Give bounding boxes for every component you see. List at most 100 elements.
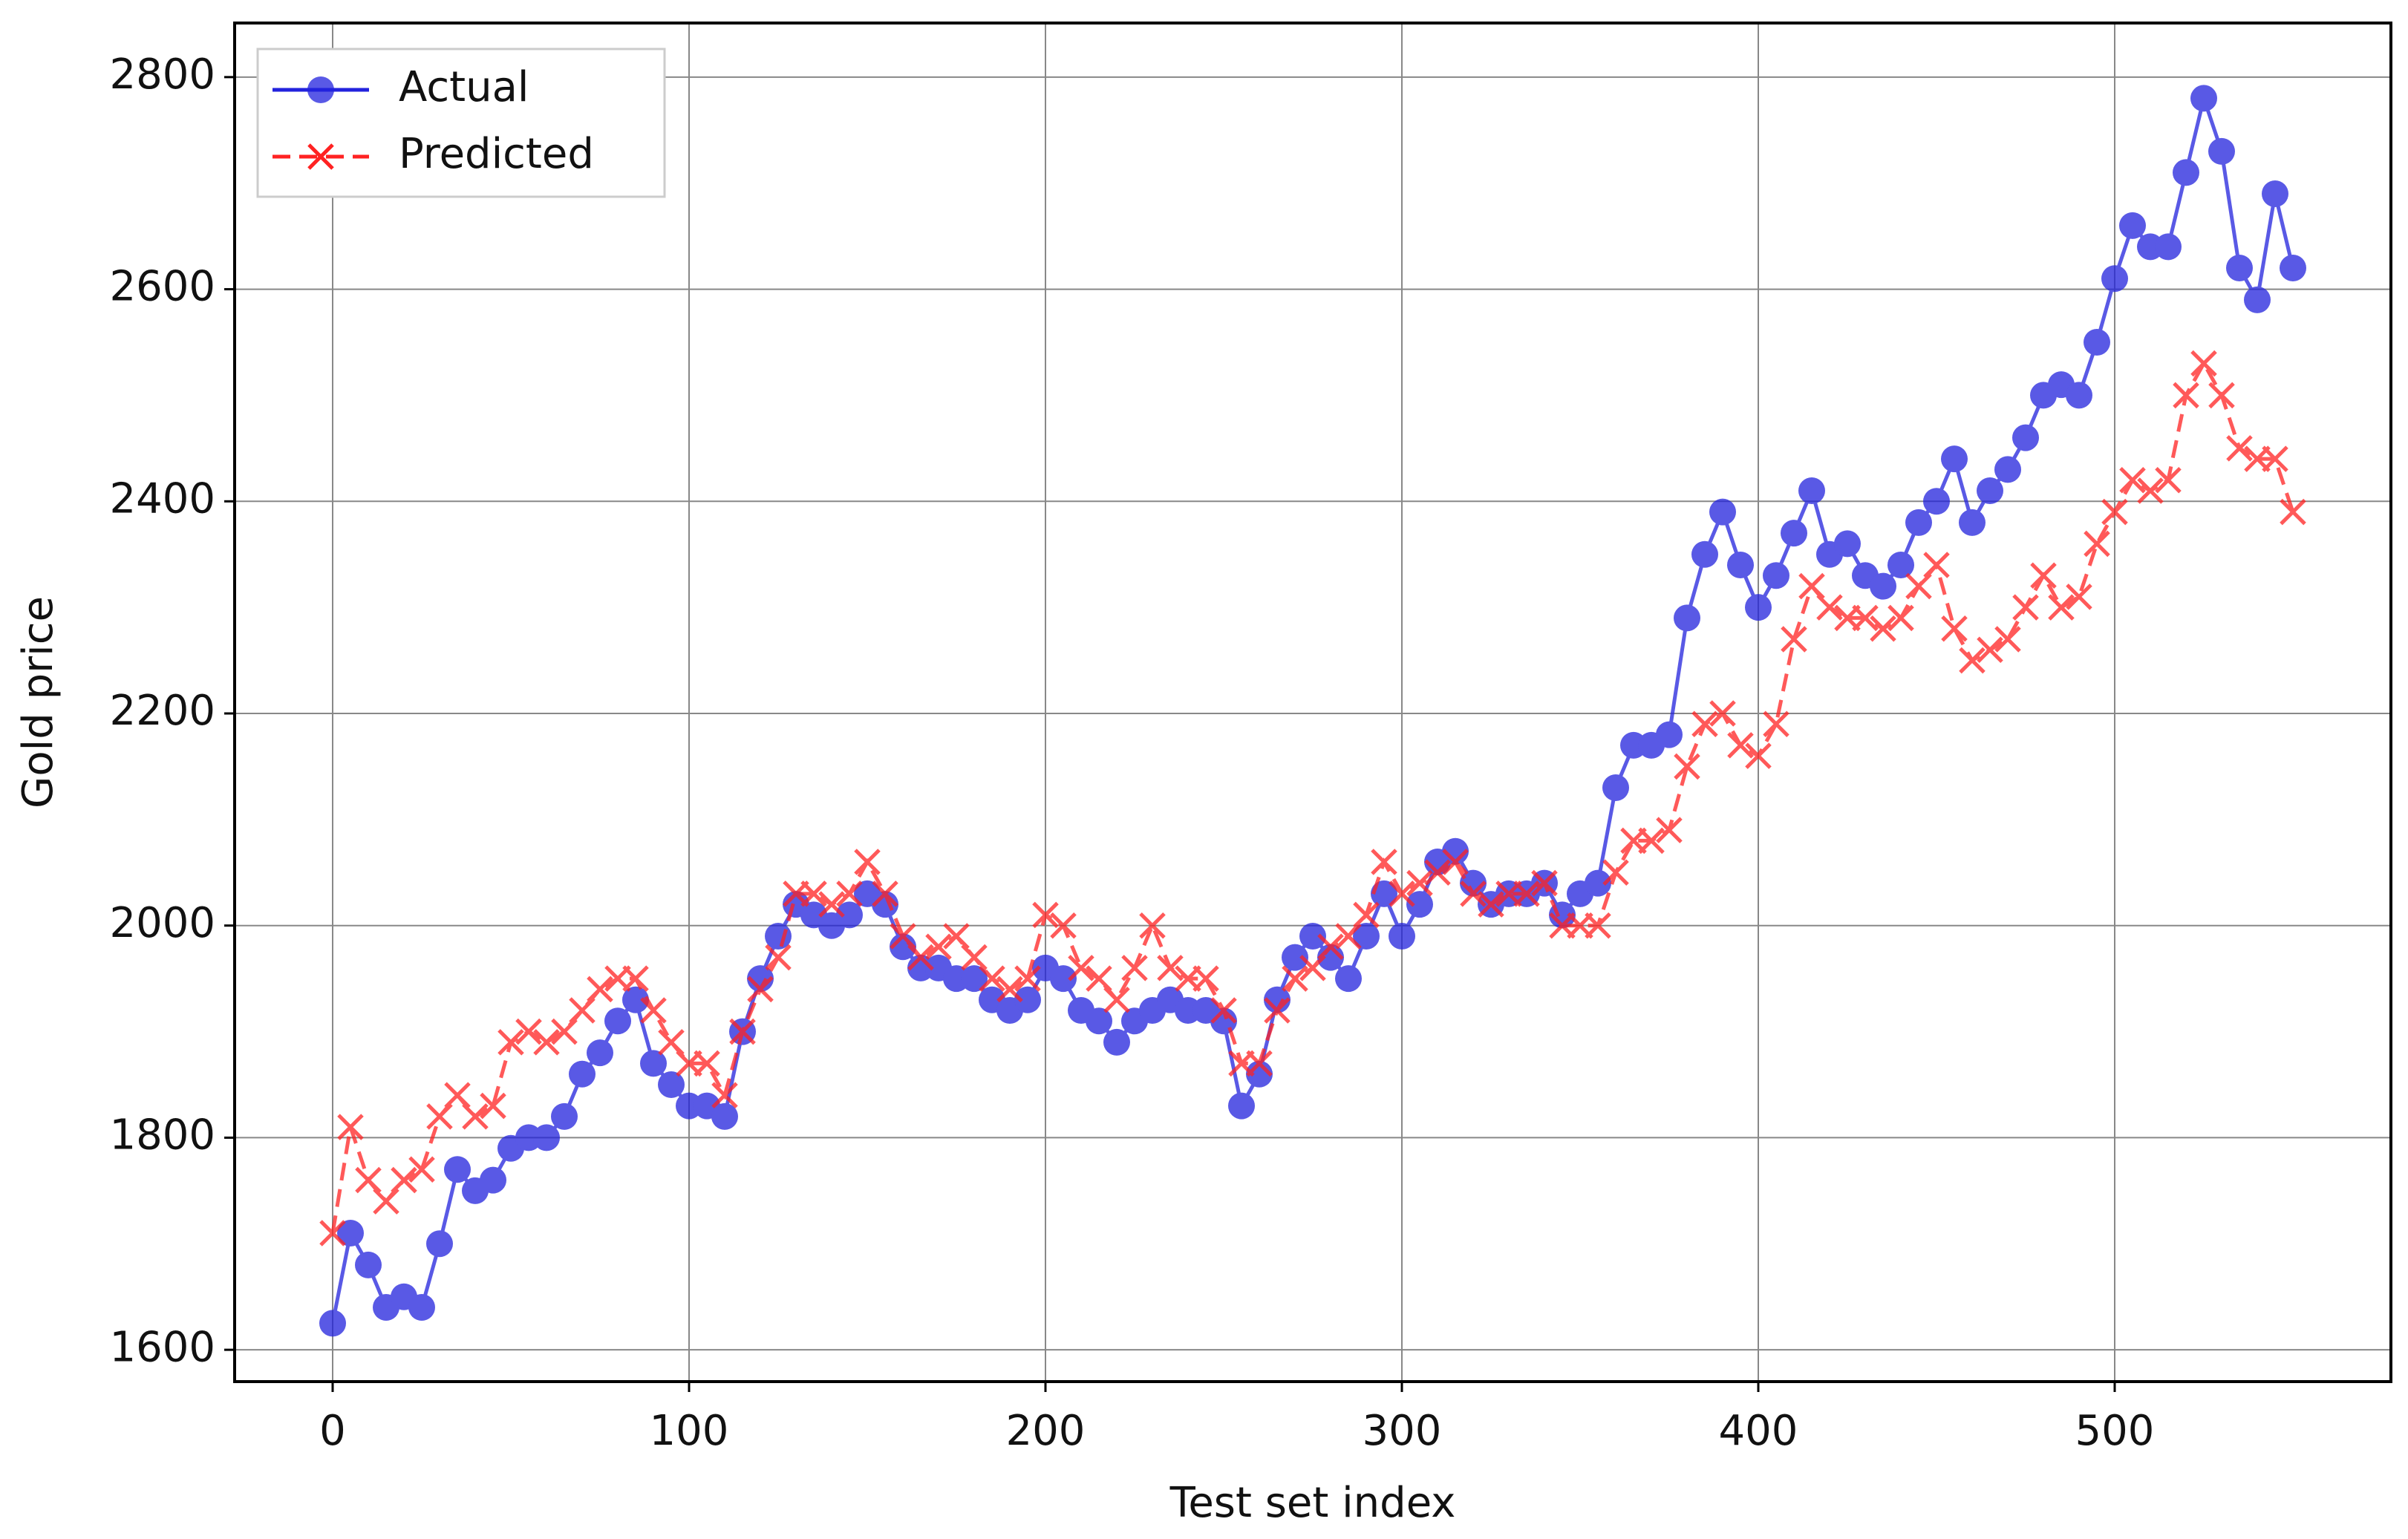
marker (854, 849, 881, 875)
marker (355, 1166, 382, 1194)
marker (1977, 636, 2003, 664)
marker (2119, 212, 2146, 239)
marker (890, 933, 916, 961)
marker (444, 1156, 471, 1183)
marker (1014, 965, 1041, 992)
legend-marker (307, 143, 334, 170)
marker (1353, 923, 1380, 950)
marker (462, 1103, 489, 1130)
marker (1674, 604, 1700, 632)
marker (1050, 912, 1077, 939)
marker (1317, 944, 1344, 971)
marker (2173, 382, 2199, 409)
marker (1585, 869, 1611, 897)
y-tick-label: 2600 (109, 263, 215, 311)
marker (1299, 955, 1326, 981)
marker (943, 923, 970, 950)
marker (1834, 530, 1861, 558)
marker (658, 1071, 685, 1098)
marker (1050, 965, 1077, 993)
marker (818, 891, 845, 918)
x-tick-label: 400 (1719, 1407, 1798, 1455)
marker (1638, 827, 1665, 855)
marker (1032, 901, 1059, 929)
x-tick-label: 0 (319, 1407, 346, 1455)
marker (711, 1102, 738, 1130)
marker (1763, 562, 1789, 589)
marker (1887, 552, 1914, 578)
marker (1335, 965, 1362, 993)
marker (426, 1230, 453, 1258)
marker (373, 1188, 399, 1215)
marker (1959, 647, 1986, 674)
marker (2262, 180, 2288, 207)
legend-label: Actual (399, 63, 529, 111)
marker (2101, 498, 2128, 526)
marker (1299, 923, 1326, 950)
marker (836, 901, 863, 929)
marker (890, 923, 916, 950)
y-tick-label: 1800 (109, 1111, 215, 1160)
marker (1389, 880, 1415, 907)
marker (1994, 626, 2021, 653)
marker (961, 944, 988, 971)
marker (1103, 986, 1130, 1013)
marker (533, 1029, 560, 1056)
marker (1282, 965, 1308, 992)
marker (2155, 233, 2182, 261)
marker (1781, 520, 1807, 547)
plot-frame (233, 22, 2392, 1383)
marker (1977, 477, 2003, 504)
marker (2030, 562, 2057, 589)
marker (1691, 710, 1718, 738)
x-tick-label: 200 (1006, 1407, 1086, 1455)
marker (2244, 286, 2271, 313)
marker (355, 1251, 382, 1278)
marker (319, 1310, 346, 1337)
y-tick-label: 2400 (109, 474, 215, 523)
marker (1870, 572, 1896, 600)
marker (1798, 572, 1825, 600)
marker (729, 1018, 756, 1045)
marker (1941, 445, 1968, 473)
marker (2066, 584, 2092, 610)
legend-box (256, 48, 666, 198)
marker (1905, 509, 1932, 536)
marker (747, 965, 774, 993)
marker (569, 997, 596, 1024)
marker (1585, 912, 1611, 939)
marker (1157, 955, 1184, 981)
y-tick-label: 2200 (109, 687, 215, 735)
y-tick-label: 1600 (109, 1323, 215, 1371)
marker (1656, 721, 1683, 748)
marker (694, 1050, 720, 1077)
marker (872, 880, 898, 907)
marker (872, 891, 898, 918)
marker (533, 1124, 560, 1151)
marker (961, 965, 988, 993)
marker (1745, 742, 1772, 769)
marker (1121, 955, 1148, 981)
marker (640, 997, 667, 1024)
marker (1941, 615, 1968, 642)
marker (1870, 615, 1896, 642)
marker (551, 1102, 578, 1130)
marker (1709, 700, 1736, 727)
marker (2048, 594, 2075, 621)
marker (1371, 849, 1397, 875)
marker (1531, 869, 1558, 897)
marker (2137, 477, 2164, 504)
marker (1745, 594, 1772, 621)
marker (979, 965, 1005, 992)
marker (1923, 552, 1950, 578)
marker (2084, 329, 2110, 356)
marker (1264, 997, 1291, 1024)
marker (569, 1060, 596, 1088)
marker (1905, 572, 1932, 600)
marker (1602, 859, 1629, 886)
marker (480, 1092, 506, 1120)
marker (1674, 753, 1700, 780)
marker (1513, 880, 1540, 907)
marker (1709, 498, 1736, 526)
marker (836, 880, 863, 907)
